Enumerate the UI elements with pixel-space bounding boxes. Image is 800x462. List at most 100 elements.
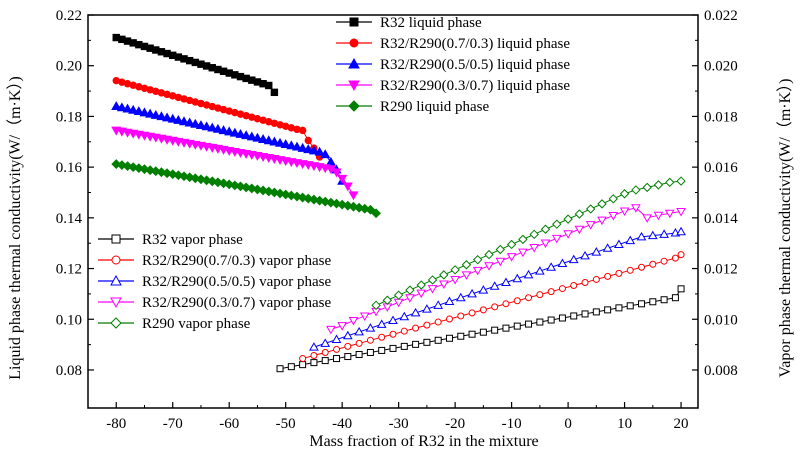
x-tick-label: -40 [332,416,352,432]
data-point [382,295,393,305]
data-point [355,351,363,359]
data-point [540,224,551,234]
data-point [258,134,269,143]
data-point [653,211,664,221]
x-tick-label: 20 [674,416,689,432]
data-point [342,330,353,340]
y-left-tick-label: 0.08 [56,363,82,379]
data-point [235,128,246,138]
data-point [581,310,589,318]
series-9 [371,176,686,311]
data-point [412,324,420,332]
x-axis-label: Mass fraction of R32 in the mixture [309,433,538,450]
data-point [581,278,589,286]
data-point [423,321,431,329]
data-point [570,282,578,290]
data-point [308,145,319,155]
y-right-tick-label: 0.014 [704,211,738,227]
data-point [631,185,641,195]
x-tick-label: -70 [163,416,183,432]
legend-label: R32/R290(0.7/0.3) vapor phase [142,253,331,269]
legend-item: R32/R290(0.5/0.5) vapor phase [98,274,331,290]
data-point [489,281,500,290]
legend-label: R32 vapor phase [142,232,243,248]
data-point [246,131,257,141]
data-point [597,199,607,209]
data-point [536,291,544,299]
legend-marker [110,297,122,309]
data-point [558,314,566,322]
data-point [393,298,404,308]
legend-marker [111,234,121,244]
legend-label: R32 liquid phase [380,15,482,31]
data-point [286,140,297,150]
data-point [433,300,444,309]
data-point [344,353,352,361]
x-tick-label: -10 [502,416,522,432]
data-point [405,285,415,295]
data-point [280,139,291,149]
data-point [626,302,634,310]
series-4 [111,159,381,219]
data-point [478,285,489,294]
data-point [467,288,477,298]
data-point [365,204,376,215]
data-point [574,209,585,219]
series-6 [299,251,685,363]
y-right-tick-label: 0.022 [704,8,738,24]
data-point [310,352,318,360]
data-point [602,243,613,252]
data-point [378,346,386,354]
data-point [348,317,359,326]
data-point [167,113,178,123]
data-point [664,209,675,219]
data-point [536,318,544,326]
data-point [276,365,284,373]
data-point [529,244,540,253]
x-tick-label: -50 [276,416,296,432]
data-point [331,168,342,178]
data-point [184,117,195,127]
data-point [495,244,506,255]
y-left-tick-label: 0.18 [56,109,82,125]
legend-vapor: R32 vapor phase R32/R290(0.7/0.3) vapor p… [98,232,331,332]
x-tick-label: -30 [389,416,409,432]
data-point [309,342,319,351]
data-point [676,176,686,186]
data-point [479,306,487,314]
data-point [552,219,562,229]
data-point [518,234,528,245]
data-point [457,332,465,340]
x-tick-label: -60 [219,416,239,432]
data-point [337,322,348,331]
data-point [326,325,336,335]
data-point [427,275,438,285]
data-point [676,226,686,236]
legend-liquid: R32 liquid phase R32/R290(0.7/0.3) liquid… [336,15,570,115]
data-point [649,298,657,306]
data-point [563,214,573,224]
legend-marker [111,255,121,265]
axis-ticks: -80 -70 -60 -50 -40 -30 -20 -10 0 10 20 0.08 0.10 0.1… [56,8,739,432]
data-point [128,104,139,114]
data-point [195,120,207,129]
data-point [659,229,669,238]
y-left-tick-label: 0.20 [56,59,82,75]
x-tick-label: 10 [617,416,632,432]
series-5 [276,285,685,373]
data-point [410,307,421,317]
data-point [506,253,517,262]
data-point [190,118,201,128]
data-point [585,204,596,214]
data-point [412,340,420,348]
y-left-tick-label: 0.12 [56,262,82,278]
data-point [512,273,523,283]
data-point [660,257,668,265]
data-point [366,348,374,356]
data-point [423,338,431,346]
data-point [574,225,585,235]
data-point [558,285,566,293]
data-point [592,275,600,283]
data-point [506,239,517,250]
